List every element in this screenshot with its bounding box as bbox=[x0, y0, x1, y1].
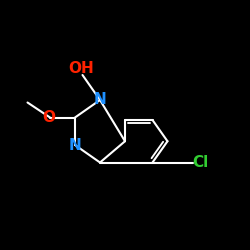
Text: N: N bbox=[94, 92, 106, 108]
Text: O: O bbox=[42, 110, 55, 125]
Text: N: N bbox=[68, 138, 82, 152]
Text: OH: OH bbox=[68, 61, 94, 76]
Text: Cl: Cl bbox=[192, 155, 208, 170]
